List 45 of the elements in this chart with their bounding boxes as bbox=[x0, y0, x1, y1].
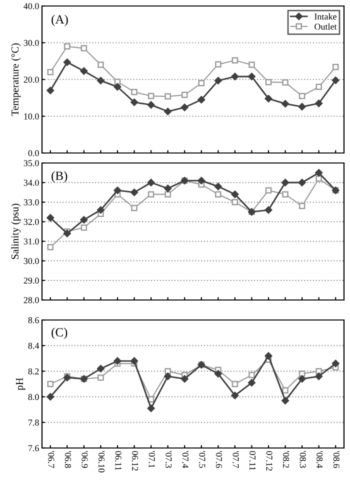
y-tick-label: 32.0 bbox=[24, 218, 39, 225]
x-tick-label: '07.4 bbox=[182, 451, 188, 468]
legend-label: Outlet bbox=[314, 23, 337, 30]
y-tick-label: 10.0 bbox=[24, 113, 39, 120]
y-tick-label: 8.4 bbox=[28, 342, 40, 349]
x-tick-label: 06.11 bbox=[115, 451, 122, 470]
x-tick-label: '08.4 bbox=[316, 451, 323, 468]
y-tick-label: 7.6 bbox=[28, 445, 39, 452]
y-tick-label: 30.0 bbox=[24, 258, 39, 264]
annotation: (C) bbox=[52, 328, 68, 340]
y-tick-label: 28.0 bbox=[24, 297, 39, 304]
x-tick-label: '07.6 bbox=[216, 451, 222, 468]
y-tick-label: 30.0 bbox=[24, 40, 39, 46]
x-tick-label: '08.2 bbox=[282, 451, 290, 468]
x-tick-label: '07.3 bbox=[166, 451, 172, 468]
x-tick-label: '06.9 bbox=[82, 451, 88, 468]
x-tick-label: '06.7 bbox=[48, 451, 54, 468]
x-tick-label: '06.10 bbox=[98, 451, 105, 472]
x-tick-label: 07.12 bbox=[266, 451, 272, 471]
x-tick-label: '08.6 bbox=[333, 451, 340, 468]
y-tick-label: 40.0 bbox=[24, 3, 39, 10]
y-axis-title: pH bbox=[16, 378, 26, 390]
y-tick-label: 7.8 bbox=[28, 420, 39, 426]
x-tick-label: '06.8 bbox=[64, 451, 71, 468]
y-tick-label: 29.0 bbox=[24, 278, 39, 284]
x-tick-label: '07.5 bbox=[199, 451, 206, 468]
annotation: (B) bbox=[52, 171, 68, 183]
y-tick-label: 33.0 bbox=[24, 199, 39, 206]
y-tick-label: 8.2 bbox=[28, 368, 39, 374]
y-tick-label: 0.0 bbox=[28, 150, 39, 156]
x-tick-label: '07.1 bbox=[148, 451, 155, 468]
x-tick-label: 07.11 bbox=[249, 451, 256, 470]
y-tick-label: 34.0 bbox=[24, 180, 39, 186]
y-tick-label: 35.0 bbox=[24, 160, 39, 166]
x-tick-label: '08.3 bbox=[300, 451, 306, 468]
x-tick-label: 06.12 bbox=[132, 451, 138, 471]
x-tick-label: '07.7 bbox=[232, 451, 239, 468]
y-axis-title: Salinity (psu) bbox=[11, 204, 21, 260]
y-axis-title: Temperature (°C) bbox=[11, 43, 21, 116]
y-tick-label: 20.0 bbox=[24, 76, 39, 83]
legend-label: Intake bbox=[314, 13, 336, 20]
annotation: (A) bbox=[52, 14, 68, 26]
y-tick-label: 8.0 bbox=[28, 394, 39, 400]
y-tick-label: 8.6 bbox=[28, 317, 39, 324]
y-tick-label: 31.0 bbox=[24, 238, 39, 245]
